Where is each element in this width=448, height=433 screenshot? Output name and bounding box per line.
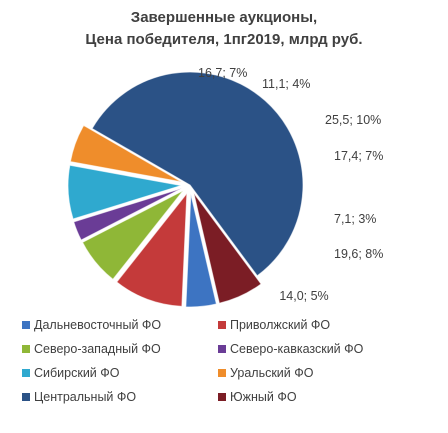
pie-slice-shade-4 <box>116 193 187 307</box>
data-label-4: 25,5; 10% <box>325 113 381 127</box>
pie-slice-shade-5 <box>82 190 184 280</box>
legend-item-8: Южный ФО <box>218 390 297 404</box>
pie-slice-shade-2 <box>193 193 262 304</box>
pie-slice-shade-6 <box>73 188 182 241</box>
pie-slice-shade-7 <box>68 165 182 219</box>
data-label-8: 14,0; 5% <box>279 289 328 303</box>
legend-item-1: Дальневосточный ФО <box>22 318 161 332</box>
legend-label-1: Дальневосточный ФО <box>34 318 162 332</box>
data-label-3: 11,1; 4% <box>262 77 310 91</box>
chart-title-line-1: Завершенные аукционы, <box>130 9 318 26</box>
data-label-2: 16,7; 7% <box>198 66 247 80</box>
legend-label-6: Уральский ФО <box>230 366 314 380</box>
legend-swatch-7 <box>22 393 30 401</box>
legend-swatch-3 <box>22 345 30 353</box>
legend-label-7: Центральный ФО <box>34 390 137 404</box>
chart-title: Завершенные аукционы, Цена победителя, 1… <box>0 7 448 51</box>
legend-label-4: Северо-кавказский ФО <box>230 342 364 356</box>
pie-slice-shade-1 <box>92 71 304 276</box>
legend-item-4: Северо-кавказский ФО <box>218 342 363 356</box>
legend-label-8: Южный ФО <box>230 390 297 404</box>
chart-title-line-2: Цена победителя, 1пг2019, млрд руб. <box>85 31 363 48</box>
data-label-5: 17,4; 7% <box>334 149 383 163</box>
legend-item-6: Уральский ФО <box>218 366 313 380</box>
legend-swatch-6 <box>218 369 226 377</box>
data-label-6: 7,1; 3% <box>334 212 376 226</box>
legend-swatch-1 <box>22 321 30 329</box>
legend-item-2: Приволжский ФО <box>218 318 330 332</box>
legend-item-5: Сибирский ФО <box>22 366 120 380</box>
legend-item-3: Северо-западный ФО <box>22 342 161 356</box>
legend-swatch-4 <box>218 345 226 353</box>
data-label-7: 19,6; 8% <box>334 247 383 261</box>
legend-swatch-8 <box>218 393 226 401</box>
legend-label-5: Сибирский ФО <box>34 366 120 380</box>
legend-item-7: Центральный ФО <box>22 390 136 404</box>
legend-swatch-2 <box>218 321 226 329</box>
legend-label-2: Приволжский ФО <box>230 318 331 332</box>
legend-swatch-5 <box>22 369 30 377</box>
legend-label-3: Северо-западный ФО <box>34 342 161 356</box>
pie-slice-shade-3 <box>185 193 217 307</box>
pie-slice-shade-8 <box>70 125 182 182</box>
